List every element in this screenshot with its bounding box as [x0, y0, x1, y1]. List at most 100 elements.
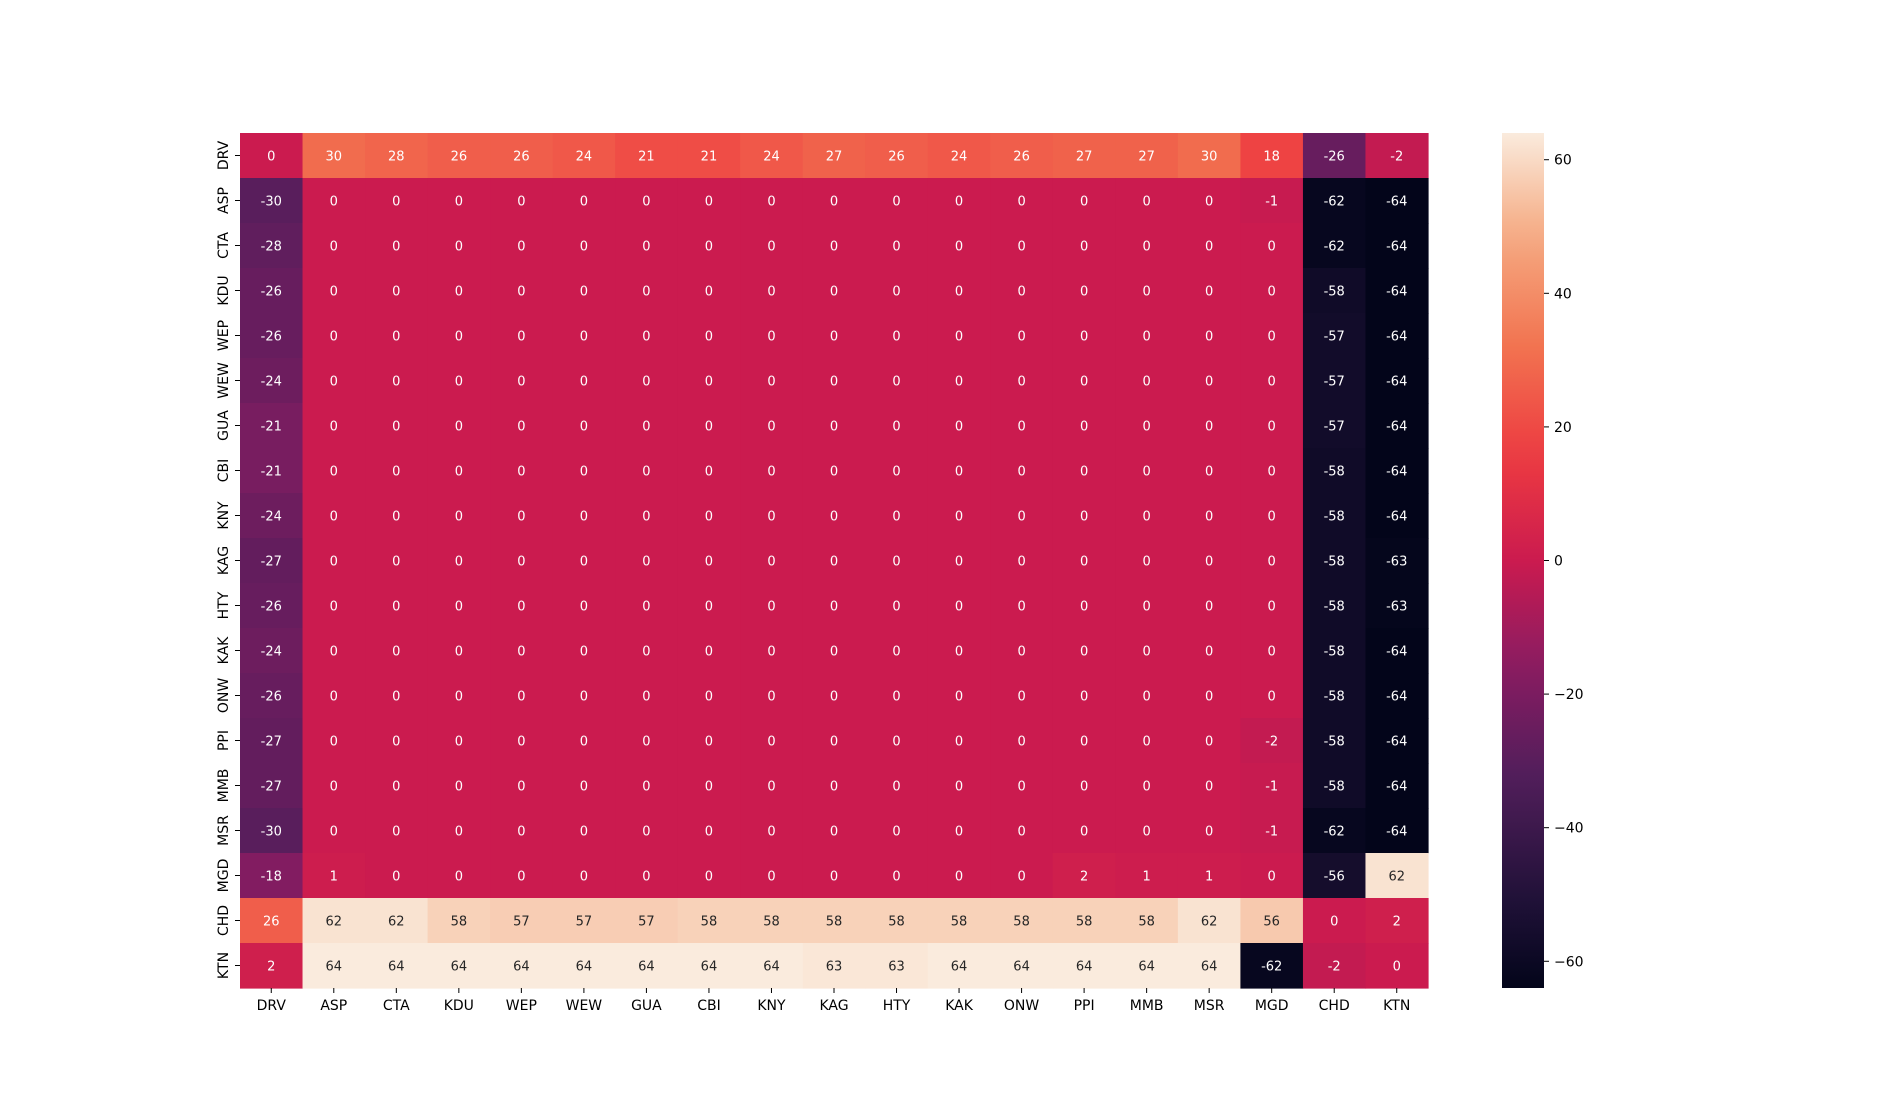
heatmap-cell [1052, 223, 1116, 269]
x-tick-label: MMB [1130, 998, 1164, 1014]
cell-value-label: 64 [763, 960, 780, 975]
heatmap-cell [1115, 583, 1179, 629]
heatmap-cell [740, 268, 804, 314]
heatmap-cell [1302, 583, 1367, 629]
heatmap-cell [1302, 853, 1367, 899]
heatmap-cell [1302, 673, 1367, 719]
cell-value-label: -58 [1324, 600, 1345, 615]
cell-value-label: 0 [392, 375, 400, 390]
cell-value-label: 0 [580, 195, 588, 210]
heatmap-cell [1365, 808, 1429, 854]
y-tick-label: CTA [216, 232, 232, 259]
cell-value-label: 57 [513, 915, 530, 930]
cell-value-label: 0 [955, 690, 963, 705]
heatmap-cell [865, 493, 929, 539]
cell-value-label: 0 [1080, 465, 1088, 480]
heatmap-cell [427, 133, 491, 179]
heatmap-cell [1365, 493, 1429, 539]
heatmap-cell [990, 133, 1054, 179]
cell-value-label: 0 [517, 870, 525, 885]
heatmap-cell [1177, 448, 1242, 494]
cell-value-label: 0 [392, 510, 400, 525]
cell-value-label: 0 [642, 645, 650, 660]
heatmap-cell [865, 763, 929, 809]
cell-value-label: -63 [1386, 555, 1407, 570]
heatmap-cell [1365, 268, 1429, 314]
cell-value-label: -26 [261, 285, 282, 300]
heatmap-cell [677, 178, 741, 224]
cell-value-label: 63 [888, 960, 905, 975]
x-tick-label: CBI [697, 998, 721, 1014]
heatmap-cell [1365, 133, 1429, 179]
heatmap-cell [365, 493, 429, 539]
heatmap-cell [1052, 358, 1116, 404]
heatmap-cell [677, 313, 741, 359]
cell-value-label: 0 [955, 465, 963, 480]
cell-value-label: 0 [517, 735, 525, 750]
heatmap-cell [802, 853, 866, 899]
cell-value-label: 0 [830, 195, 838, 210]
heatmap-cell [1302, 403, 1367, 449]
cell-value-label: 62 [1388, 870, 1405, 885]
y-tick-label: MGD [216, 859, 232, 893]
heatmap-cell [1052, 853, 1116, 899]
heatmap-cell [302, 358, 366, 404]
cell-value-label: 0 [955, 555, 963, 570]
heatmap-cell [240, 718, 304, 764]
heatmap-cell [1115, 628, 1179, 674]
heatmap-cell [1115, 673, 1179, 719]
cell-value-label: 0 [642, 555, 650, 570]
cell-value-label: 0 [767, 735, 775, 750]
heatmap-cell [677, 538, 741, 584]
cell-value-label: 0 [830, 690, 838, 705]
cell-value-label: 0 [767, 465, 775, 480]
cell-value-label: 0 [455, 780, 463, 795]
heatmap-cell [427, 628, 491, 674]
cell-value-label: -57 [1324, 330, 1345, 345]
heatmap-cell [677, 583, 741, 629]
cell-value-label: -24 [261, 375, 282, 390]
cell-value-label: 0 [1142, 555, 1150, 570]
heatmap-cell [490, 808, 554, 854]
heatmap-cell [1052, 898, 1116, 944]
heatmap-cell [1177, 133, 1242, 179]
heatmap-cell [302, 898, 366, 944]
heatmap-cell [240, 313, 304, 359]
cell-value-label: 0 [1080, 825, 1088, 840]
heatmap-cell [365, 403, 429, 449]
cell-value-label: 0 [580, 735, 588, 750]
heatmap-cell [240, 628, 304, 674]
cell-value-label: 0 [1205, 690, 1213, 705]
heatmap-cell [427, 583, 491, 629]
heatmap-cell [365, 763, 429, 809]
colorbar-tick-label: 0 [1554, 554, 1563, 570]
heatmap-cell [1240, 718, 1304, 764]
colorbar-tick-label: 20 [1554, 420, 1572, 436]
cell-value-label: 0 [267, 150, 275, 165]
cell-value-label: 26 [888, 150, 905, 165]
heatmap-cell [865, 538, 929, 584]
heatmap-cell [927, 133, 991, 179]
cell-value-label: -26 [261, 690, 282, 705]
heatmap-cell [490, 133, 554, 179]
cell-value-label: 0 [1268, 690, 1276, 705]
cell-value-label: 58 [1138, 915, 1155, 930]
cell-value-label: 0 [830, 285, 838, 300]
heatmap-cell [1052, 943, 1116, 989]
cell-value-label: 0 [892, 195, 900, 210]
cell-value-label: -64 [1386, 735, 1407, 750]
heatmap-cell [802, 943, 866, 989]
heatmap-cell [1052, 313, 1116, 359]
cell-value-label: 64 [951, 960, 968, 975]
heatmap-cell [490, 268, 554, 314]
x-tick-label: MSR [1194, 998, 1225, 1014]
cell-value-label: -62 [1261, 960, 1282, 975]
heatmap-cell [990, 808, 1054, 854]
heatmap-cell [302, 628, 366, 674]
cell-value-label: 24 [576, 150, 593, 165]
heatmap-cell [552, 763, 616, 809]
cell-value-label: 64 [1201, 960, 1218, 975]
heatmap-cell [1052, 538, 1116, 584]
heatmap-cell [615, 358, 679, 404]
cell-value-label: 58 [951, 915, 968, 930]
